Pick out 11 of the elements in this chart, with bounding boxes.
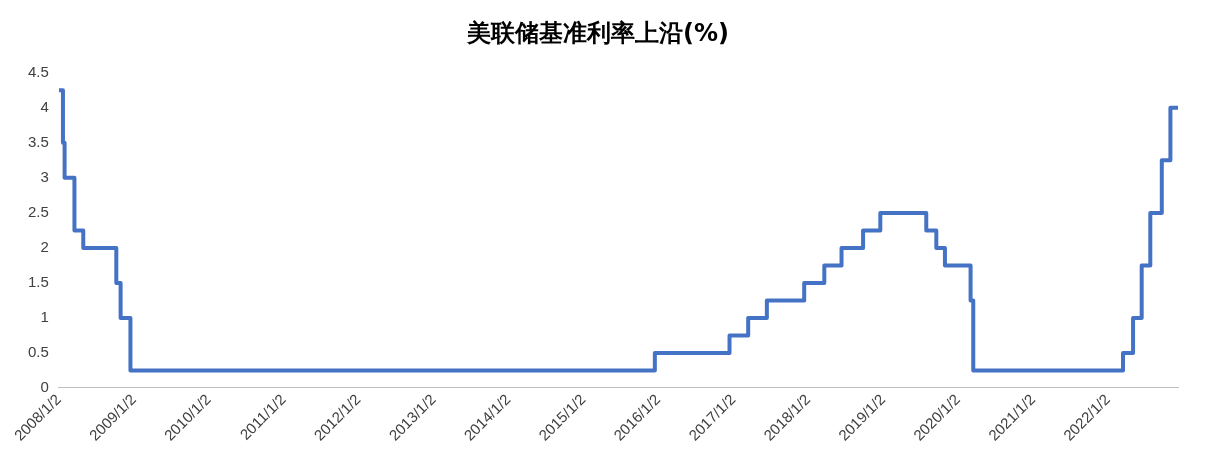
y-tick-label: 1 xyxy=(40,308,49,326)
chart-title: 美联储基准利率上沿(%) xyxy=(466,18,729,47)
y-tick-label: 2 xyxy=(40,238,49,256)
y-tick-label: 4 xyxy=(40,97,49,115)
y-tick-label: 0.5 xyxy=(27,343,49,361)
y-tick-label: 3 xyxy=(40,168,49,185)
y-tick-label: 2.5 xyxy=(27,203,49,221)
y-tick-label: 3.5 xyxy=(27,132,49,150)
y-tick-label: 1.5 xyxy=(27,273,49,291)
y-tick-label: 4.5 xyxy=(27,62,49,80)
y-tick-label: 0 xyxy=(40,378,49,396)
